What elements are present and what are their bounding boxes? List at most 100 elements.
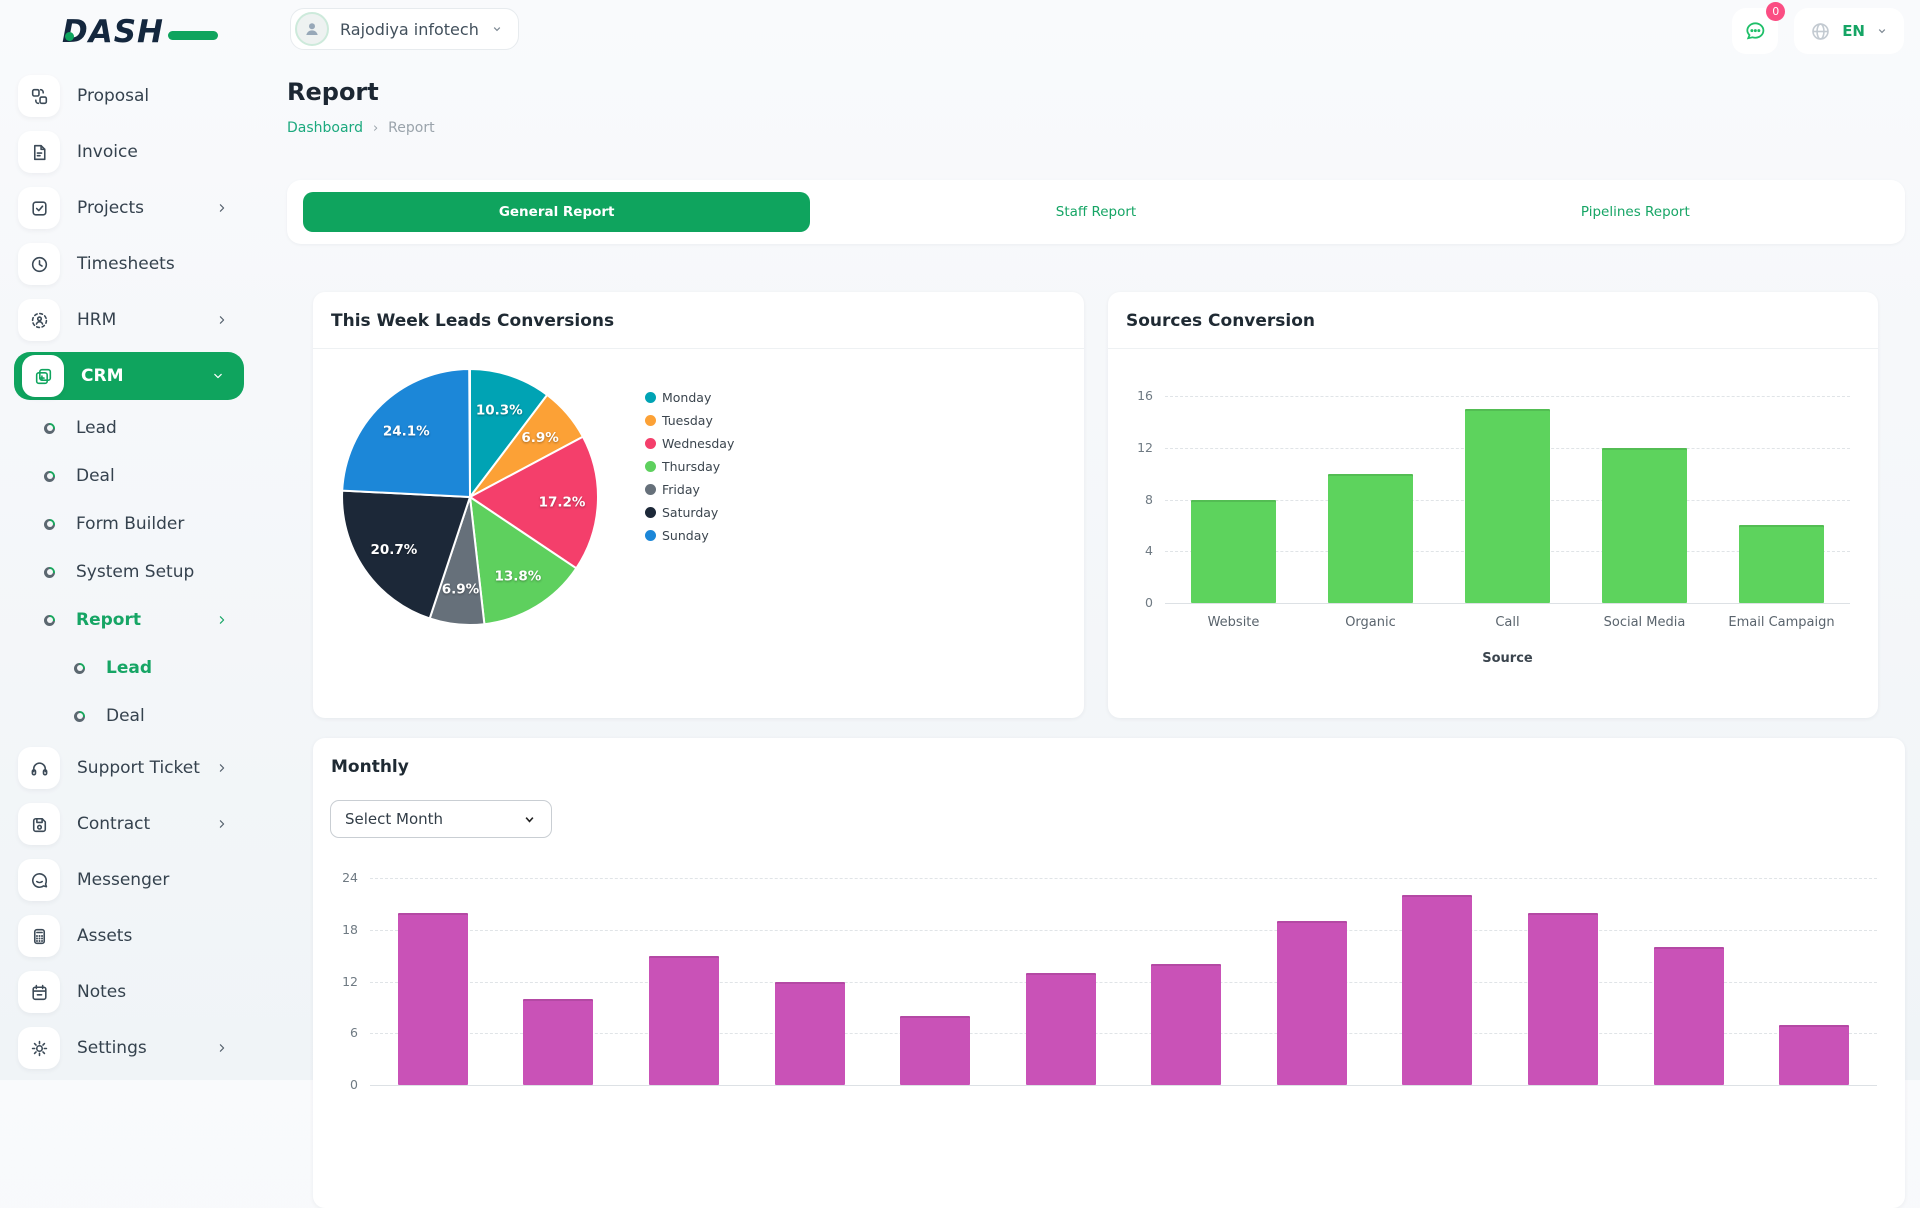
x-axis-labels: Website Organic Call Social Media Email Camp…: [1165, 615, 1850, 630]
tab-pipelines-report[interactable]: Pipelines Report: [1580, 204, 1690, 220]
sidebar-nav: Proposal Invoice Projects Timesheets HRM CRM L…: [14, 68, 260, 1076]
sidebar-item-report[interactable]: Report: [14, 596, 260, 644]
sources-bar-chart: 16 12 8 4 0 Website Organic Call Social Media Ema…: [1108, 292, 1878, 718]
legend-dot: [645, 461, 656, 472]
workspace-avatar: [295, 12, 329, 46]
bar-email-campaign: [1739, 525, 1824, 603]
legend-label: Thursday: [662, 459, 721, 474]
sidebar-item-label: Lead: [76, 418, 117, 438]
bars-group: [370, 878, 1877, 1085]
sidebar-item-messenger[interactable]: Messenger: [14, 852, 260, 908]
chevron-down-icon: [525, 816, 534, 823]
svg-text:6.9%: 6.9%: [442, 582, 480, 598]
sidebar: DASH Proposal Invoice Projects Timesheets HR…: [0, 0, 260, 1080]
sidebar-item-notes[interactable]: Notes: [14, 964, 260, 1020]
gridline: [370, 1085, 1877, 1086]
legend-label: Saturday: [662, 505, 719, 520]
tab-staff-report[interactable]: Staff Report: [1055, 204, 1137, 220]
y-axis-tick: 12: [342, 973, 358, 989]
sidebar-item-projects[interactable]: Projects: [14, 180, 260, 236]
crm-icon: [22, 355, 64, 397]
sidebar-item-system-setup[interactable]: System Setup: [14, 548, 260, 596]
svg-text:24.1%: 24.1%: [383, 423, 430, 439]
tab-general-report[interactable]: General Report: [303, 192, 811, 232]
submenu-dot-icon: [44, 470, 55, 482]
sidebar-item-label: Messenger: [77, 870, 170, 890]
contract-icon: [18, 803, 60, 845]
sidebar-item-label: Deal: [106, 706, 145, 726]
bar-month-7: [1151, 964, 1222, 1085]
breadcrumb-dashboard-link[interactable]: Dashboard: [287, 120, 363, 136]
breadcrumb: Dashboard › Report: [287, 120, 435, 136]
bar-month-8: [1276, 921, 1347, 1085]
support-icon: [18, 747, 60, 789]
logo-dash-accent: [168, 31, 218, 40]
svg-text:10.3%: 10.3%: [476, 403, 523, 419]
sidebar-item-proposal[interactable]: Proposal: [14, 68, 260, 124]
chevron-right-icon: [214, 312, 230, 328]
sidebar-item-label: Deal: [76, 466, 115, 486]
app-logo[interactable]: DASH: [62, 14, 218, 60]
card-title: This Week Leads Conversions: [313, 292, 1084, 349]
legend-item-tuesday: Tuesday: [645, 409, 734, 432]
sidebar-item-support-ticket[interactable]: Support Ticket: [14, 740, 260, 796]
gridline: [370, 878, 1877, 879]
sidebar-item-settings[interactable]: Settings: [14, 1020, 260, 1076]
y-axis-tick: 0: [350, 1077, 358, 1092]
bar-month-9: [1402, 895, 1473, 1085]
sidebar-item-assets[interactable]: Assets: [14, 908, 260, 964]
legend-label: Sunday: [662, 528, 709, 543]
sidebar-item-crm[interactable]: CRM: [14, 352, 244, 400]
y-axis-tick: 0: [1145, 595, 1153, 610]
sidebar-item-label: Report: [76, 610, 141, 630]
sidebar-item-contract[interactable]: Contract: [14, 796, 260, 852]
legend-label: Wednesday: [662, 436, 735, 451]
legend-item-monday: Monday: [645, 386, 734, 409]
invoice-icon: [18, 131, 60, 173]
bar-month-10: [1527, 912, 1598, 1085]
sidebar-item-label: Assets: [77, 926, 133, 946]
sidebar-item-label: HRM: [77, 310, 117, 330]
sidebar-item-form-builder[interactable]: Form Builder: [14, 500, 260, 548]
bar-website: [1191, 499, 1276, 603]
chevron-right-icon: [214, 760, 230, 776]
globe-icon: [1812, 22, 1829, 40]
bar-call: [1465, 408, 1550, 603]
gridline: [370, 929, 1877, 931]
sidebar-item-hrm[interactable]: HRM: [14, 292, 260, 348]
sidebar-item-invoice[interactable]: Invoice: [14, 124, 260, 180]
sidebar-item-deal[interactable]: Deal: [14, 692, 260, 740]
proposal-icon: [18, 75, 60, 117]
chevron-right-icon: [214, 612, 230, 628]
sources-conversion-card: Sources Conversion 16 12 8 4 0 Website Organic…: [1108, 292, 1878, 718]
logo-dot-accent: [65, 32, 74, 41]
sidebar-item-lead[interactable]: Lead: [14, 644, 260, 692]
sidebar-item-deal[interactable]: Deal: [14, 452, 260, 500]
sidebar-item-timesheets[interactable]: Timesheets: [14, 236, 260, 292]
y-axis-tick: 4: [1145, 543, 1153, 559]
bar-month-3: [648, 955, 719, 1085]
sidebar-item-lead[interactable]: Lead: [14, 404, 260, 452]
submenu-dot-icon: [44, 518, 55, 530]
bar-month-4: [774, 981, 845, 1085]
main-content: Report Dashboard › Report General Report…: [260, 0, 1920, 1208]
legend-dot: [645, 415, 656, 426]
language-selector[interactable]: EN: [1794, 8, 1904, 54]
bar-organic: [1328, 473, 1413, 603]
month-select[interactable]: Select Month: [330, 800, 552, 838]
page-title: Report: [287, 78, 379, 106]
breadcrumb-separator-icon: ›: [372, 120, 379, 136]
sidebar-item-label: Projects: [77, 198, 145, 218]
bar-month-11: [1653, 947, 1724, 1085]
legend-item-wednesday: Wednesday: [645, 432, 734, 455]
submenu-dot-icon: [44, 566, 55, 578]
x-axis-label: Website: [1207, 615, 1260, 630]
sidebar-item-label: Timesheets: [77, 254, 175, 274]
workspace-name: Rajodiya infotech: [340, 19, 479, 39]
messages-button[interactable]: 0: [1732, 2, 1786, 54]
legend-dot: [645, 484, 656, 495]
legend-item-sunday: Sunday: [645, 524, 734, 547]
workspace-selector[interactable]: Rajodiya infotech: [290, 8, 519, 50]
bar-month-1: [397, 912, 468, 1085]
bars-group: [1165, 396, 1850, 603]
